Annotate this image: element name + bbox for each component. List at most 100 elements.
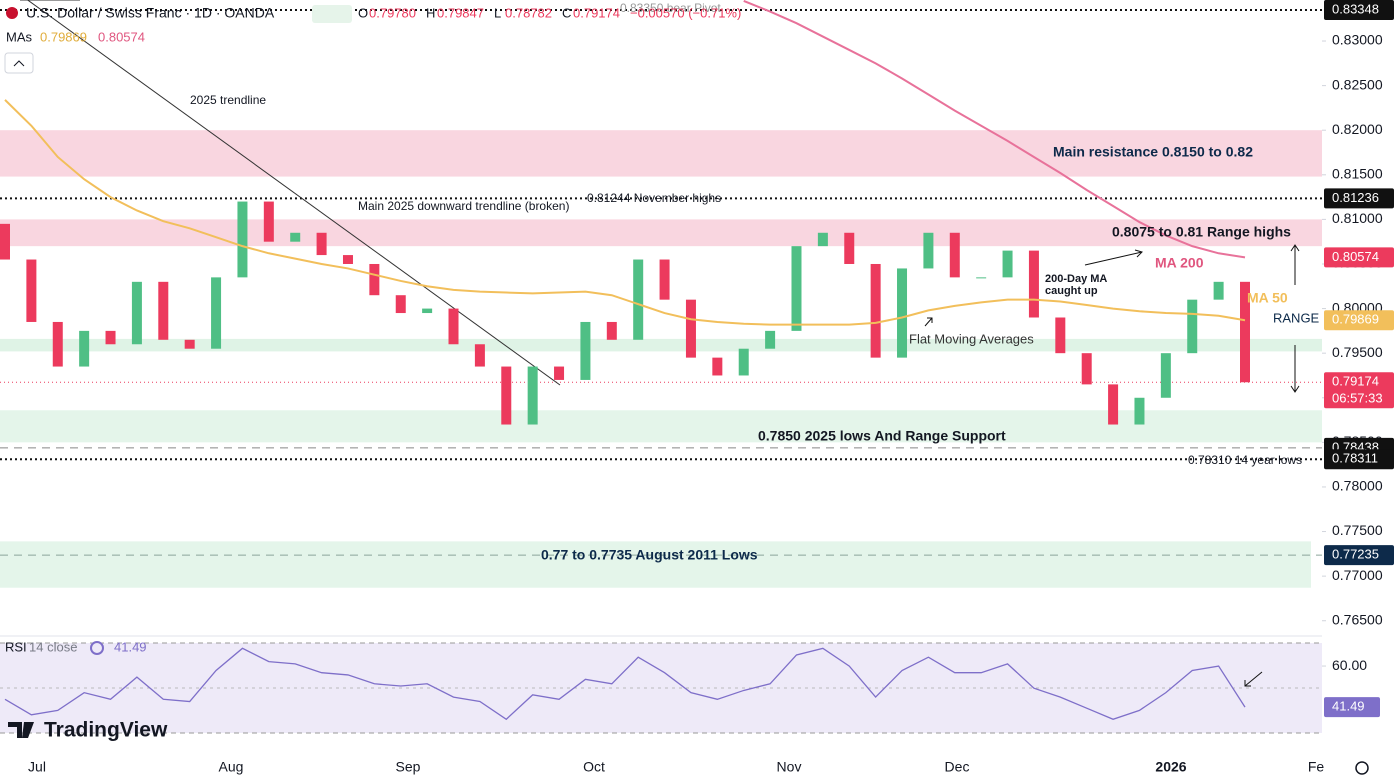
candle-body (1134, 397, 1145, 425)
rsi-line (4, 647, 1246, 721)
candle-body (211, 277, 222, 349)
candle-body (501, 366, 512, 425)
candle-body (765, 330, 776, 349)
annotation: Main resistance 0.8150 to 0.82 (1053, 144, 1253, 160)
annotation: Main 2025 downward trendline (broken) (358, 199, 569, 213)
annotation: 0.77 to 0.7735 August 2011 Lows (541, 547, 758, 563)
arrowhead (1290, 385, 1300, 393)
annotation: 0.7850 2025 lows And Range Support (758, 428, 1006, 444)
candle-body (870, 263, 881, 358)
ma50-value: 0.79869 (40, 29, 87, 44)
logo: TradingView (44, 719, 168, 742)
collapse-button[interactable] (4, 52, 34, 74)
candles (0, 201, 1250, 425)
rsi-arrow (1244, 671, 1263, 687)
price-tag-label: 0.81236 (1332, 190, 1379, 205)
ohlc-change: −0.00570 (−0.71%) (630, 5, 741, 20)
annotation: 0.8075 to 0.81 Range highs (1112, 224, 1291, 240)
annotation: MA 200 (1155, 255, 1204, 271)
candle-body (422, 308, 433, 314)
candle-body (685, 299, 696, 358)
ma-arrow (1084, 251, 1143, 266)
collapse-icon (13, 60, 25, 67)
y-tick-label: 0.82000 (1332, 121, 1383, 137)
ohlc-key: O (358, 5, 368, 20)
x-tick-label: Fe (1308, 759, 1325, 775)
candle-body (897, 268, 908, 358)
price-tag-label: 0.79174 (1332, 374, 1379, 389)
ohlc: O 0.79780 H 0.79847 L 0.78782 C 0.79174 −0.00570… (358, 5, 741, 20)
price-tag (1324, 310, 1394, 331)
x-tick-label: 2026 (1155, 759, 1186, 775)
y-tick-label: 0.77000 (1332, 567, 1383, 583)
y-tick-label: 0.81500 (1332, 166, 1383, 182)
price-tag (1324, 247, 1394, 268)
candle-body (1240, 281, 1250, 383)
y-tick-label: 0.79500 (1332, 344, 1383, 360)
price-tag (1324, 449, 1394, 470)
candle-body (316, 232, 327, 256)
settings-icon[interactable] (1355, 761, 1369, 775)
price-tag (1324, 188, 1394, 209)
annotation: caught up (1045, 285, 1098, 297)
candle-body (1002, 250, 1013, 278)
ma-line (743, 0, 1246, 259)
y-tick-label: 0.82500 (1332, 76, 1383, 92)
ohlc-value: 0.79174 (573, 5, 620, 20)
arrowhead (1134, 249, 1143, 258)
candle-body (290, 232, 301, 242)
candle-body (791, 246, 802, 331)
arrowhead (1290, 244, 1300, 252)
rsi-tag-label: 41.49 (1332, 699, 1365, 714)
candle-body (949, 232, 960, 278)
ohlc-value: 0.79780 (369, 5, 416, 20)
zone (0, 541, 1311, 588)
moving-averages (4, 0, 1246, 326)
candle-body (817, 232, 828, 247)
candle-body (263, 201, 274, 242)
price-tag (1324, 545, 1394, 566)
x-tick-label: Sep (396, 759, 421, 775)
candle-body (131, 281, 142, 345)
annotation: RANGE (1273, 310, 1320, 325)
candle-body (369, 263, 380, 296)
price-tag-label: 0.77235 (1332, 547, 1379, 562)
rsi-tick-label: 60.00 (1332, 657, 1367, 673)
time-axis: Jul Aug Sep Oct Nov Dec 2026 Fe (28, 759, 1324, 775)
rsi-icon[interactable] (90, 641, 104, 655)
zone (0, 338, 1322, 352)
annotation: 200-Day MA (1045, 273, 1107, 285)
candle-body (1028, 250, 1039, 318)
candle-body (976, 277, 987, 279)
annotation: Flat Moving Averages (909, 331, 1034, 346)
zone (0, 410, 1322, 443)
levels (0, 8, 1322, 556)
y-tick-label: 0.78000 (1332, 478, 1383, 494)
candle-body (554, 366, 565, 380)
candle-body (79, 330, 90, 367)
ma-line (4, 99, 1246, 326)
x-tick-label: Nov (777, 759, 802, 775)
price-tag-label: 0.79869 (1332, 312, 1379, 327)
candle-body (26, 259, 37, 322)
candle-body (184, 339, 195, 349)
annotations: 0.83350 bear Pivot 2025 trendline Main 202… (190, 1, 1320, 563)
candle-body (342, 255, 353, 264)
price-tag-label: 0.83348 (1332, 1, 1379, 16)
y-tick-label: 0.81000 (1332, 210, 1383, 226)
price-tag-label: 0.80574 (1332, 249, 1379, 264)
countdown: 06:57:33 (1332, 391, 1383, 406)
x-tick-label: Oct (583, 759, 605, 775)
ohlc-key: L (494, 5, 501, 20)
candle-body (474, 344, 485, 367)
trendline (26, 0, 561, 386)
candle-body (844, 232, 855, 264)
x-tick-label: Dec (945, 759, 970, 775)
candle-body (738, 348, 749, 376)
rsi-pane: 60.00 41.49 (4, 647, 1380, 721)
candle-body (105, 330, 116, 345)
candle-body (237, 201, 248, 278)
zone (0, 219, 1322, 247)
